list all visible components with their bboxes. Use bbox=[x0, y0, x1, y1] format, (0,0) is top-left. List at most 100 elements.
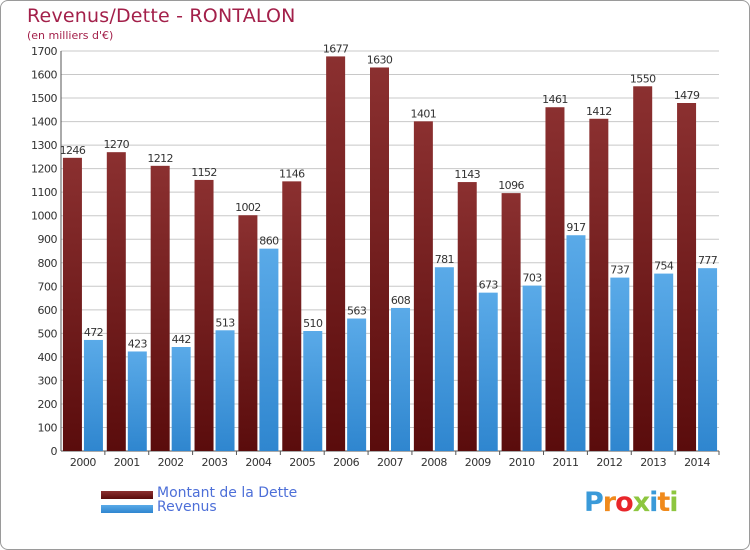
data-label-debt: 1461 bbox=[542, 93, 568, 106]
data-label-debt: 1630 bbox=[367, 53, 393, 66]
data-label-debt: 1270 bbox=[103, 138, 129, 151]
data-label-revenue: 703 bbox=[522, 272, 542, 285]
bar-revenue bbox=[522, 285, 542, 451]
bar-debt bbox=[150, 165, 170, 451]
y-tick-label: 1300 bbox=[31, 139, 57, 152]
bar-revenue bbox=[171, 347, 191, 451]
plot-area bbox=[61, 51, 719, 451]
x-tick-label: 2006 bbox=[333, 456, 359, 469]
bar-revenue bbox=[83, 339, 103, 451]
data-label-revenue: 423 bbox=[128, 337, 148, 350]
bar-revenue bbox=[698, 268, 718, 451]
data-label-revenue: 510 bbox=[303, 317, 323, 330]
legend-label-debt: Montant de la Dette bbox=[157, 485, 298, 501]
y-tick-label: 1600 bbox=[31, 69, 57, 82]
y-tick-label: 900 bbox=[38, 233, 58, 246]
y-tick-label: 400 bbox=[38, 351, 58, 364]
bar-revenue bbox=[434, 267, 454, 451]
brand-logo: Proxiti bbox=[584, 487, 679, 518]
data-label-revenue: 777 bbox=[698, 254, 718, 267]
data-label-debt: 1152 bbox=[191, 166, 217, 179]
y-tick-label: 200 bbox=[38, 398, 58, 411]
bar-revenue bbox=[654, 273, 674, 451]
bar-debt bbox=[62, 157, 82, 451]
x-tick-label: 2010 bbox=[509, 456, 535, 469]
data-label-debt: 1096 bbox=[498, 179, 524, 192]
bar-debt bbox=[194, 179, 214, 452]
x-tick-label: 2009 bbox=[465, 456, 491, 469]
data-label-debt: 1550 bbox=[630, 72, 656, 85]
x-tick-label: 2013 bbox=[640, 456, 666, 469]
bar-debt bbox=[413, 121, 433, 452]
data-label-revenue: 917 bbox=[566, 221, 586, 234]
data-label-debt: 1002 bbox=[235, 201, 261, 214]
x-tick-label: 2008 bbox=[421, 456, 447, 469]
y-tick-label: 800 bbox=[38, 257, 58, 270]
data-label-revenue: 673 bbox=[479, 279, 499, 292]
data-label-debt: 1479 bbox=[674, 89, 700, 102]
bar-revenue bbox=[215, 330, 235, 451]
bar-debt bbox=[677, 103, 697, 451]
x-tick-label: 2007 bbox=[377, 456, 403, 469]
bar-debt bbox=[633, 86, 653, 451]
y-tick-label: 100 bbox=[38, 421, 58, 434]
data-label-revenue: 563 bbox=[347, 305, 367, 318]
x-tick-label: 2004 bbox=[245, 456, 271, 469]
x-tick-label: 2014 bbox=[684, 456, 710, 469]
y-tick-label: 1700 bbox=[31, 45, 57, 58]
data-label-debt: 1146 bbox=[279, 167, 305, 180]
bar-revenue bbox=[566, 235, 586, 451]
data-label-debt: 1143 bbox=[454, 168, 480, 181]
y-tick-label: 1400 bbox=[31, 116, 57, 129]
y-tick-label: 700 bbox=[38, 280, 58, 293]
data-label-debt: 1246 bbox=[60, 144, 86, 157]
bar-revenue bbox=[391, 307, 410, 451]
x-tick-label: 2001 bbox=[114, 456, 140, 469]
bar-revenue bbox=[610, 277, 630, 451]
data-label-debt: 1401 bbox=[411, 107, 437, 120]
chart-subtitle: (en milliers d'€) bbox=[27, 29, 114, 42]
y-tick-label: 500 bbox=[38, 327, 58, 340]
data-label-revenue: 860 bbox=[259, 235, 279, 248]
chart-title: Revenus/Dette - RONTALON bbox=[27, 5, 296, 27]
bar-revenue bbox=[478, 292, 498, 451]
bar-revenue bbox=[347, 318, 367, 451]
legend-label-revenue: Revenus bbox=[157, 499, 217, 515]
data-label-revenue: 442 bbox=[172, 333, 191, 346]
data-label-revenue: 472 bbox=[84, 326, 103, 339]
x-tick-label: 2011 bbox=[552, 456, 578, 469]
x-tick-label: 2003 bbox=[202, 456, 228, 469]
data-label-revenue: 754 bbox=[654, 260, 674, 273]
bar-debt bbox=[370, 67, 389, 452]
y-tick-label: 1200 bbox=[31, 163, 57, 176]
bar-debt bbox=[282, 181, 302, 451]
bar-debt bbox=[106, 152, 126, 452]
data-label-revenue: 737 bbox=[610, 264, 630, 277]
y-tick-label: 1100 bbox=[31, 186, 57, 199]
bar-debt bbox=[501, 193, 521, 451]
bar-revenue bbox=[127, 351, 147, 451]
data-label-debt: 1412 bbox=[586, 105, 612, 118]
bar-debt bbox=[589, 118, 609, 451]
y-tick-label: 600 bbox=[38, 304, 58, 317]
y-tick-label: 0 bbox=[51, 445, 58, 458]
x-tick-label: 2012 bbox=[596, 456, 622, 469]
bar-debt bbox=[326, 56, 346, 451]
data-label-revenue: 781 bbox=[435, 253, 454, 266]
legend-swatch-revenue bbox=[101, 505, 153, 513]
bar-revenue bbox=[303, 331, 323, 451]
x-tick-label: 2000 bbox=[70, 456, 96, 469]
data-label-debt: 1677 bbox=[323, 42, 349, 55]
x-tick-label: 2002 bbox=[158, 456, 184, 469]
bar-debt bbox=[238, 215, 258, 451]
bar-debt bbox=[545, 107, 565, 451]
y-tick-label: 1000 bbox=[31, 210, 57, 223]
y-tick-label: 1500 bbox=[31, 92, 57, 105]
y-tick-label: 300 bbox=[38, 374, 58, 387]
data-label-revenue: 513 bbox=[215, 316, 235, 329]
bar-revenue bbox=[259, 248, 279, 451]
data-label-revenue: 608 bbox=[391, 294, 411, 307]
bar-debt bbox=[457, 182, 477, 451]
